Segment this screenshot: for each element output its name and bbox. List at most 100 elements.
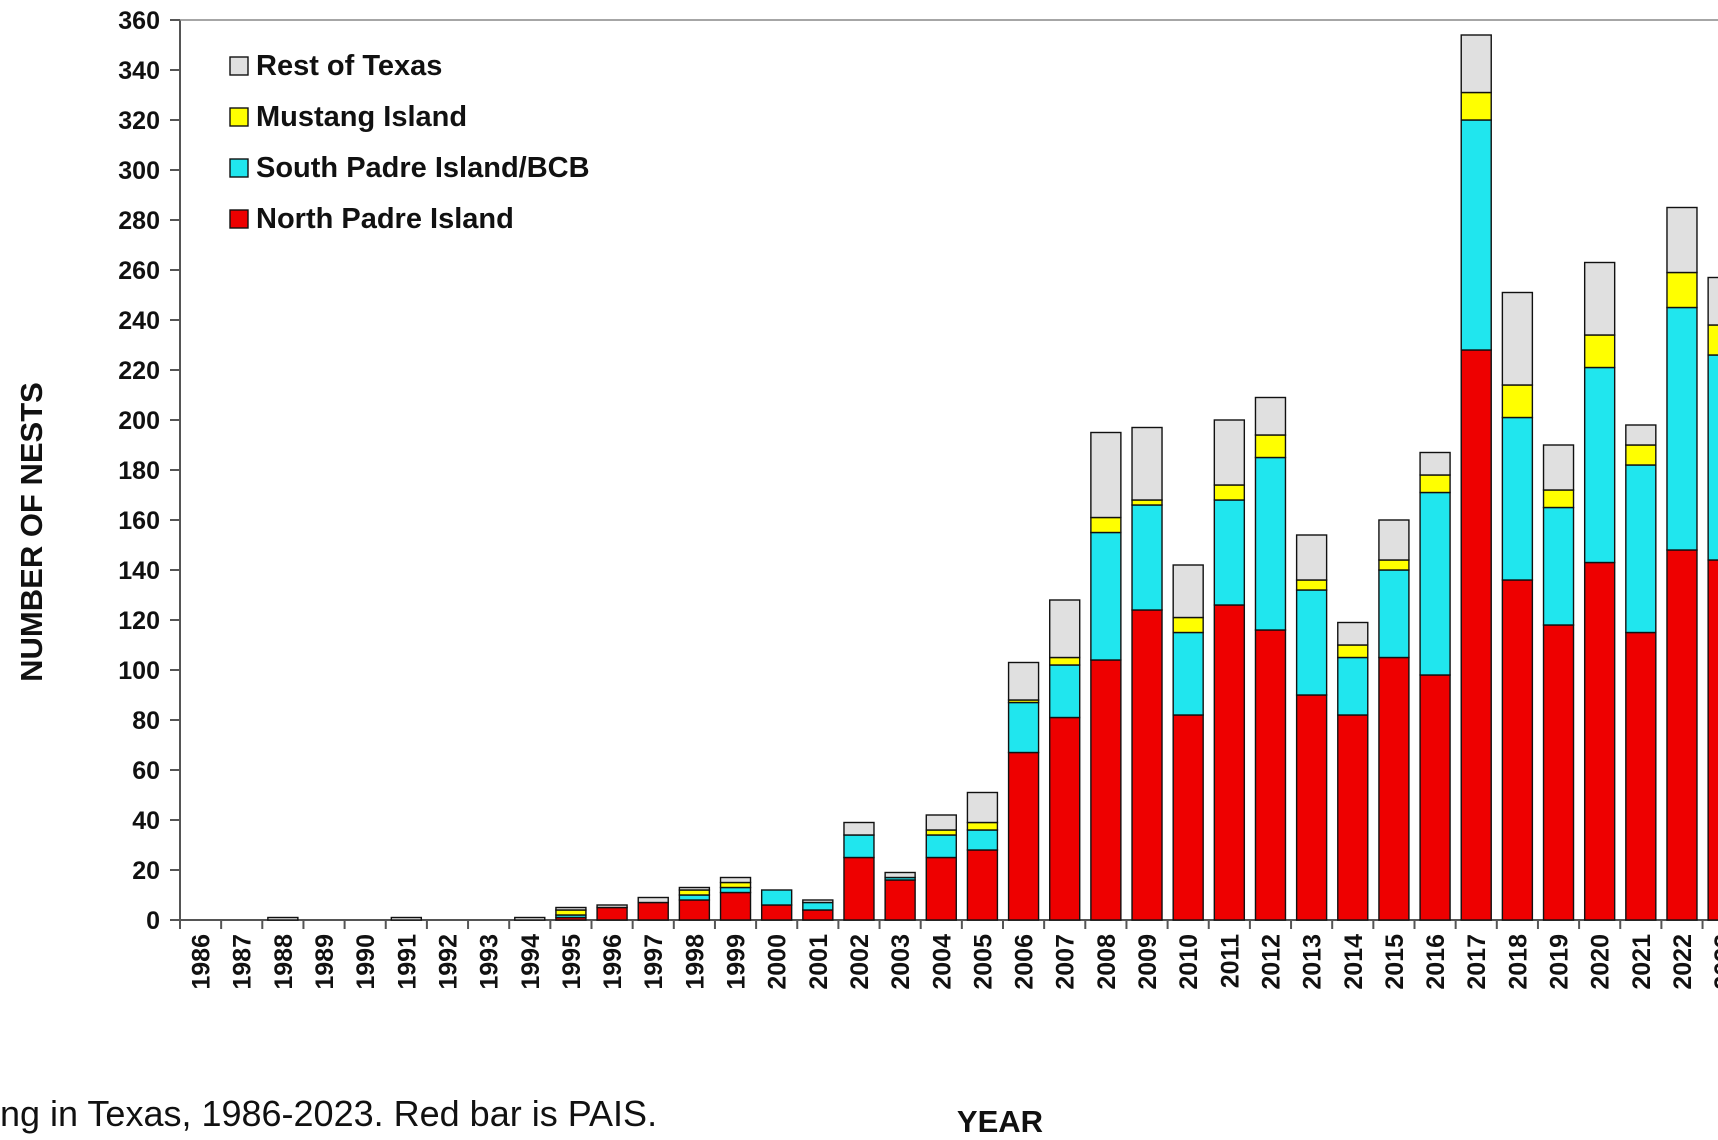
x-tick-label: 1994: [517, 934, 545, 990]
x-tick-label: 1988: [270, 934, 298, 990]
x-tick-label: 2012: [1257, 934, 1285, 990]
y-tick-label: 0: [146, 907, 160, 935]
bar-segment: [1378, 559, 1410, 571]
legend-swatch: [229, 107, 249, 127]
y-tick-label: 280: [118, 207, 160, 235]
x-tick-label: 2006: [1011, 934, 1039, 990]
bar-segment: [1254, 434, 1287, 459]
bar-segment: [1295, 589, 1328, 696]
bar-segment: [802, 901, 834, 911]
x-tick-label: 1995: [558, 934, 586, 990]
bar-segment: [1090, 531, 1122, 661]
x-tick-label: 2010: [1175, 934, 1203, 990]
bar-segment: [1378, 569, 1410, 659]
x-tick-label: 2003: [887, 934, 915, 990]
bar-segment: [843, 856, 875, 921]
x-tick-label: 1997: [640, 934, 668, 990]
bar-segment: [884, 871, 916, 879]
bar-segment: [1707, 324, 1718, 356]
y-tick-label: 360: [118, 7, 160, 35]
x-tick-label: 2005: [969, 934, 997, 990]
x-tick-label: 1990: [352, 934, 380, 990]
bars-group: [267, 34, 1718, 921]
bar-segment: [1501, 384, 1534, 419]
bar-segment: [1542, 506, 1575, 626]
bar-segment: [1049, 599, 1081, 659]
bar-segment: [1666, 271, 1698, 309]
bar-segment: [1131, 609, 1163, 921]
bar-segment: [1501, 579, 1534, 921]
bar-segment: [1090, 659, 1122, 921]
bar-segment: [1707, 276, 1718, 326]
legend-swatch: [229, 158, 249, 178]
bar-segment: [1254, 396, 1287, 436]
bar-segment: [1419, 491, 1451, 676]
bar-segment: [1007, 701, 1040, 754]
y-tick-label: 260: [118, 257, 160, 285]
bar-segment: [1295, 579, 1328, 591]
bar-segment: [1666, 206, 1698, 274]
bar-segment: [1337, 714, 1369, 921]
bar-segment: [719, 886, 752, 894]
y-tick-label: 180: [118, 457, 160, 485]
x-tick-label: 2016: [1422, 934, 1450, 990]
bar-segment: [925, 814, 957, 831]
bar-segment: [760, 904, 793, 921]
legend-label: South Padre Island/BCB: [256, 152, 590, 184]
x-tick-label: 1989: [311, 934, 339, 990]
bar-segment: [1378, 519, 1410, 561]
bar-segment: [1172, 714, 1204, 921]
bar-segment: [1542, 624, 1575, 921]
bar-segment: [843, 834, 875, 859]
bar-segment: [1213, 419, 1246, 486]
bar-segment: [884, 879, 916, 921]
bar-segment: [1625, 464, 1657, 634]
bar-segment: [678, 894, 711, 901]
y-tick-label: 220: [118, 357, 160, 385]
figure-caption: ng in Texas, 1986-2023. Red bar is PAIS.: [0, 1093, 658, 1134]
bar-segment: [1007, 751, 1040, 921]
bar-segment: [1460, 349, 1492, 921]
bar-segment: [1542, 489, 1575, 509]
bar-segment: [1419, 674, 1451, 921]
bar-segment: [925, 834, 957, 859]
bar-segment: [1707, 354, 1718, 561]
bar-segment: [966, 849, 999, 921]
bar-segment: [514, 916, 546, 921]
y-tick-label: 80: [132, 707, 160, 735]
x-tick-label: 1992: [434, 934, 462, 990]
bar-segment: [966, 791, 999, 824]
y-tick-label: 60: [132, 757, 160, 785]
x-tick-label: 2009: [1134, 934, 1162, 990]
x-tick-label: 1987: [229, 934, 257, 990]
x-tick-label: 1986: [188, 934, 216, 990]
x-tick-label: 2004: [928, 934, 956, 990]
y-tick-label: 140: [118, 557, 160, 585]
bar-segment: [1337, 644, 1369, 659]
bar-segment: [802, 909, 834, 921]
x-tick-label: 2014: [1340, 934, 1368, 990]
bar-segment: [1172, 631, 1204, 716]
bar-segment: [1583, 561, 1616, 921]
bar-segment: [1542, 444, 1575, 491]
bar-segment: [1625, 631, 1657, 921]
x-tick-label: 2008: [1093, 934, 1121, 990]
x-tick-label: 2015: [1381, 934, 1409, 990]
bar-segment: [555, 906, 587, 911]
y-axis-label: NUMBER OF NESTS: [14, 382, 49, 682]
bar-segment: [1172, 616, 1204, 634]
y-tick-label: 320: [118, 107, 160, 135]
x-tick-label: 2000: [764, 934, 792, 990]
bar-segment: [390, 916, 423, 921]
x-tick-label: 2018: [1504, 934, 1532, 990]
y-tick-label: 100: [118, 657, 160, 685]
bar-segment: [925, 856, 957, 921]
legend-label: North Padre Island: [256, 203, 514, 235]
bar-segment: [802, 899, 834, 904]
x-tick-label: 2021: [1628, 934, 1656, 990]
bar-segment: [1666, 549, 1698, 921]
bar-segment: [267, 916, 299, 921]
x-tick-label: 2022: [1669, 934, 1697, 990]
x-tick-label: 2017: [1463, 934, 1491, 990]
